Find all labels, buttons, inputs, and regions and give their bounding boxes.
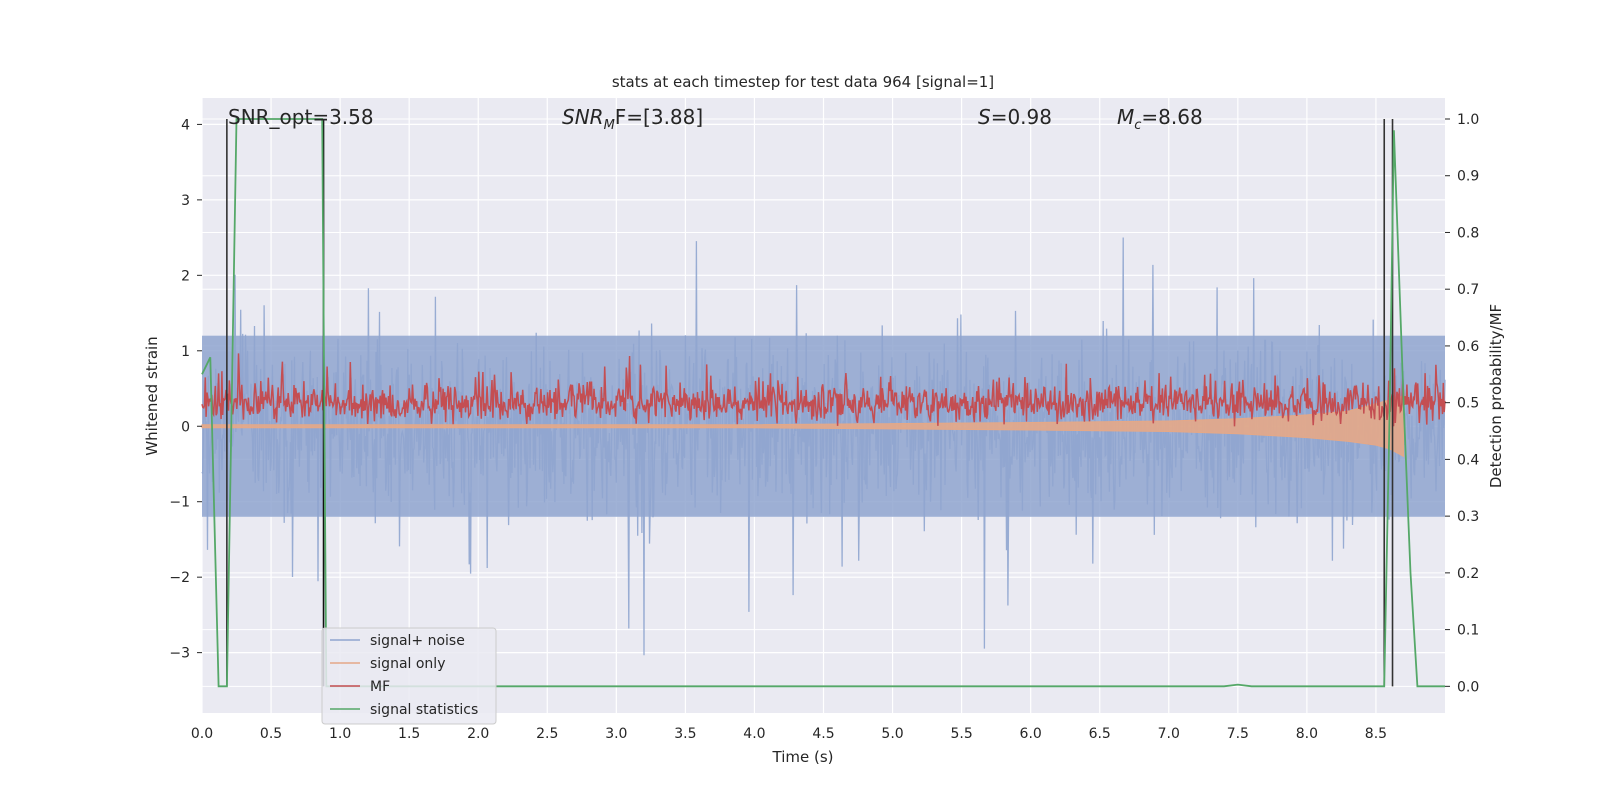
y-right-tick-label-1: 0.9	[1457, 169, 1479, 185]
y-tick-label-7: −3	[169, 646, 190, 662]
x-tick-label-4: 2.0	[467, 726, 489, 742]
y-tick-label-6: −2	[169, 570, 190, 586]
x-tick-label-9: 4.5	[812, 726, 834, 742]
x-tick-label-13: 6.5	[1089, 726, 1111, 742]
legend-label-mf: MF	[370, 679, 390, 695]
chart-title: stats at each timestep for test data 964…	[612, 73, 994, 91]
y-right-tick-label-4: 0.6	[1457, 339, 1479, 355]
y-right-tick-label-0: 1.0	[1457, 112, 1479, 128]
y-axis-right-label: Detection probability/MF	[1487, 304, 1505, 488]
x-tick-label-2: 1.0	[329, 726, 351, 742]
annotation-mc: Mc=8.68	[1117, 105, 1203, 133]
annotation-snr-mf: SNRMF=[3.88]	[562, 105, 703, 133]
y-right-tick-label-7: 0.3	[1457, 509, 1479, 525]
y-right-tick-label-8: 0.2	[1457, 566, 1479, 582]
x-tick-label-17: 8.5	[1365, 726, 1387, 742]
x-tick-label-11: 5.5	[950, 726, 972, 742]
y-axis-label: Whitened strain	[143, 336, 161, 455]
y-right-tick-label-5: 0.5	[1457, 396, 1479, 412]
x-tick-label-15: 7.5	[1227, 726, 1249, 742]
y-axis-ticks: 4 3 2 1 0 −1 −2 −3	[169, 117, 202, 662]
x-tick-label-7: 3.5	[674, 726, 696, 742]
signal-statistics-line	[201, 118, 1445, 688]
series-mf	[201, 353, 1446, 427]
y-tick-label-2: 2	[181, 268, 190, 284]
legend-label-signal-noise: signal+ noise	[370, 633, 465, 649]
y-tick-label-0: 4	[181, 117, 190, 133]
x-tick-label-0: 0.0	[191, 726, 213, 742]
series-signal-only	[201, 395, 1405, 458]
x-tick-label-10: 5.0	[881, 726, 903, 742]
legend-label-signal-statistics: signal statistics	[370, 702, 478, 718]
legend: signal+ noise signal only MF signal stat…	[321, 627, 497, 725]
annotation-s: S=0.98	[978, 105, 1052, 129]
annotations: SNR_opt=3.58 SNRMF=[3.88] S=0.98 Mc=8.68	[228, 105, 1203, 133]
x-axis-ticks: 0.0 0.5 1.0 1.5 2.0 2.5 3.0 3.5 4.0 4.5 5.0 5.5 6.0 6…	[191, 726, 1387, 742]
x-tick-label-8: 4.0	[743, 726, 765, 742]
y-tick-label-3: 1	[181, 344, 190, 360]
x-tick-label-14: 7.0	[1158, 726, 1180, 742]
y-tick-label-1: 3	[181, 193, 190, 209]
y-right-tick-label-2: 0.8	[1457, 225, 1479, 241]
x-tick-label-3: 1.5	[398, 726, 420, 742]
x-axis-label: Time (s)	[772, 748, 834, 766]
x-tick-label-6: 3.0	[605, 726, 627, 742]
mf-line	[201, 353, 1446, 427]
legend-label-signal-only: signal only	[370, 656, 445, 672]
annotation-snr-opt: SNR_opt=3.58	[228, 105, 374, 129]
x-tick-label-16: 8.0	[1296, 726, 1318, 742]
y-right-tick-label-6: 0.4	[1457, 452, 1479, 468]
y-axis-right-ticks: 1.0 0.9 0.8 0.7 0.6 0.5 0.4 0.3 0.2 0.1 0.0	[1445, 112, 1479, 695]
x-tick-label-5: 2.5	[536, 726, 558, 742]
y-tick-label-5: −1	[169, 495, 190, 511]
y-right-tick-label-10: 0.0	[1457, 679, 1479, 695]
y-right-tick-label-9: 0.1	[1457, 623, 1479, 639]
y-tick-label-4: 0	[181, 419, 190, 435]
y-right-tick-label-3: 0.7	[1457, 282, 1479, 298]
x-tick-label-12: 6.0	[1020, 726, 1042, 742]
series-signal-statistics	[201, 118, 1445, 688]
x-tick-label-1: 0.5	[260, 726, 282, 742]
signal-only-band	[201, 395, 1405, 458]
legend-box	[321, 627, 497, 725]
